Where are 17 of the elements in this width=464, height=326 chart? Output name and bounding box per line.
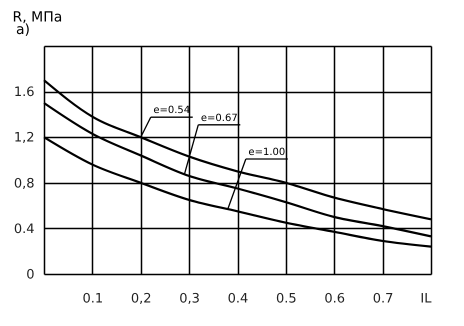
- x-tick-label: 0.7: [372, 292, 394, 306]
- y-tick-label: 0,8: [14, 176, 34, 192]
- y-tick-label: 0: [26, 268, 34, 282]
- x-tick-label: 0,2: [130, 292, 152, 306]
- y-tick-label: 1,2: [14, 130, 34, 146]
- x-tick-label: 0.4: [228, 292, 248, 306]
- y-tick-label: 1.6: [14, 85, 34, 100]
- x-tick-label: 0.6: [324, 292, 346, 306]
- y-tick-label: 0.4: [14, 222, 34, 237]
- x-tick-label: 0.5: [276, 292, 297, 306]
- x-tick-label: IL: [420, 292, 432, 306]
- text: a): [16, 22, 30, 38]
- annotation: e=0.67: [200, 112, 238, 124]
- x-tick-label: 0,3: [179, 292, 200, 306]
- annotation: e=1.00: [248, 147, 286, 158]
- x-tick-label: 0.1: [82, 292, 104, 306]
- annotation: e=0.54: [153, 105, 190, 116]
